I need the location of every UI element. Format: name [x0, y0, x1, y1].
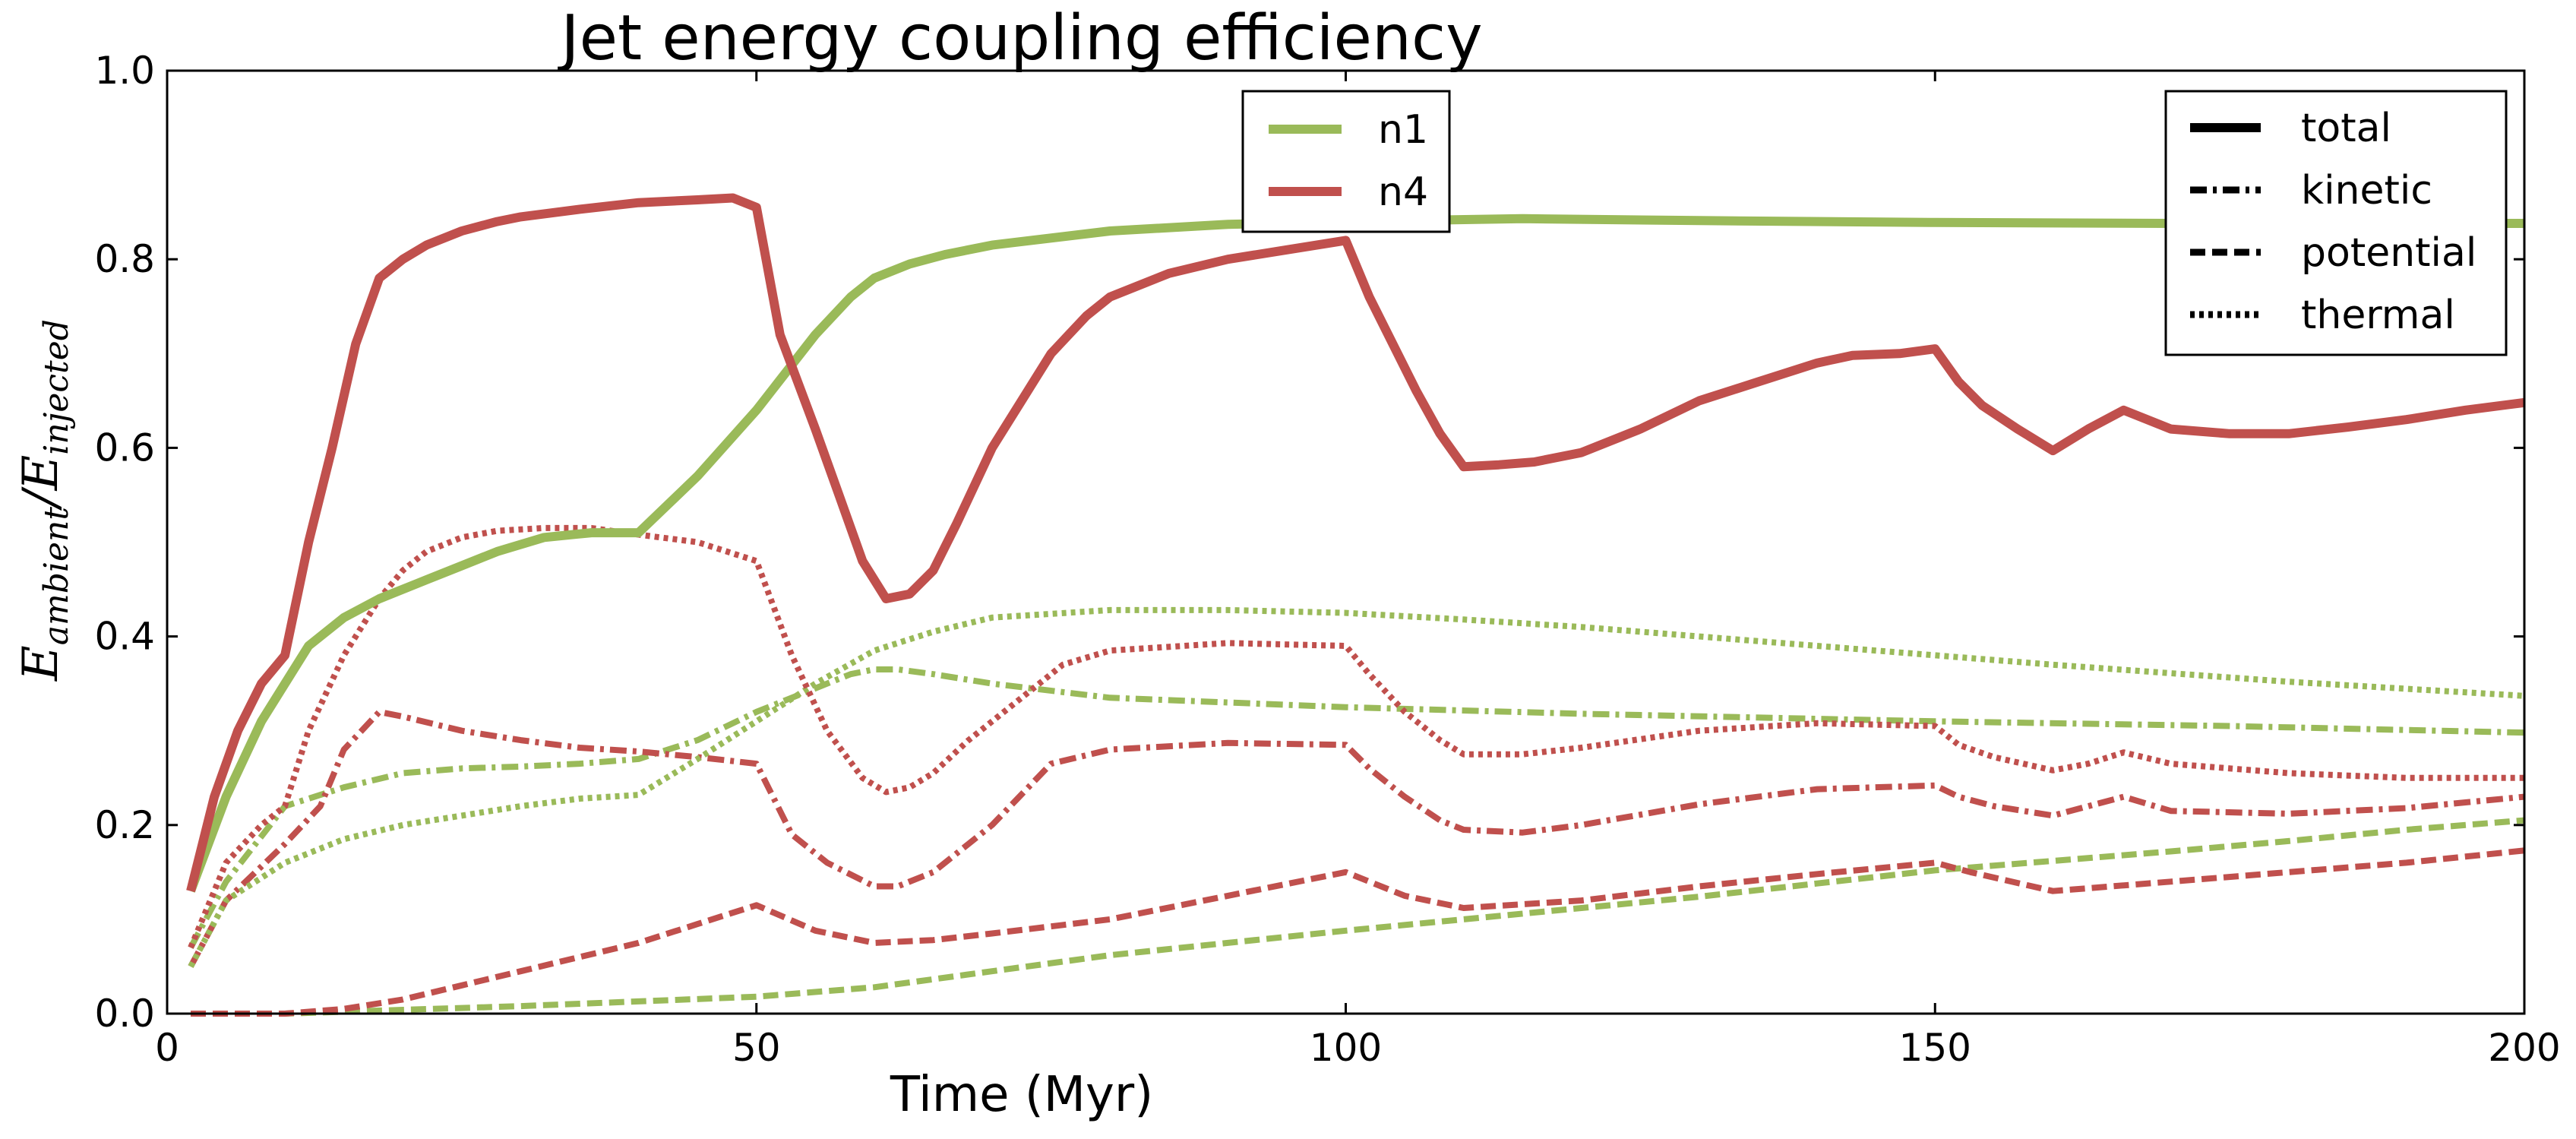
y-axis-label: Eambient/Einjected — [13, 319, 76, 682]
x-tick-label: 0 — [155, 1026, 179, 1070]
series-n1-total — [186, 214, 2524, 893]
legend-label-thermal: thermal — [2301, 293, 2455, 338]
series-layer — [186, 193, 2524, 1017]
x-tick-label: 150 — [1899, 1026, 1971, 1070]
legend-models-box — [1241, 90, 1451, 233]
y-label-base-2: E — [13, 455, 69, 492]
series-n1-potential — [191, 817, 2524, 1017]
series-n4-kinetic — [188, 708, 2524, 968]
legend-label-n1: n1 — [1378, 107, 1428, 153]
y-tick-label: 0.0 — [94, 992, 155, 1036]
y-tick-label: 0.4 — [94, 615, 155, 659]
series-n1-thermal — [188, 606, 2524, 968]
x-axis-label: Time (Myr) — [890, 1067, 1153, 1123]
y-label-sub-ambient: ambient — [37, 507, 76, 646]
legend-label-kinetic: kinetic — [2301, 168, 2432, 214]
y-label-slash: / — [13, 486, 69, 511]
chart-title: Jet energy coupling efficiency — [557, 2, 1482, 74]
legend-label-n4: n4 — [1378, 169, 1428, 215]
legend-label-total: total — [2301, 106, 2391, 151]
series-n4-potential — [191, 847, 2524, 1017]
y-label-base: E — [13, 645, 69, 682]
y-tick-label: 0.8 — [94, 237, 155, 281]
x-tick-label: 200 — [2488, 1026, 2560, 1070]
ticks-layer: 0 50 100 150 200 0.0 0.2 0.4 0.6 0.8 1.0 — [94, 49, 2560, 1070]
legend-components: total kinetic potential thermal — [2164, 90, 2508, 356]
y-tick-label: 1.0 — [94, 49, 155, 93]
y-tick-label: 0.6 — [94, 426, 155, 470]
legend-label-potential: potential — [2301, 230, 2476, 276]
y-tick-label: 0.2 — [94, 803, 155, 847]
series-n4-thermal — [188, 524, 2524, 949]
series-n1-kinetic — [188, 666, 2524, 949]
x-tick-label: 50 — [732, 1026, 781, 1070]
x-tick-label: 100 — [1310, 1026, 1382, 1070]
y-label-sub-injected: injected — [37, 319, 76, 455]
svg-text:Eambient/Einjected: Eambient/Einjected — [13, 319, 76, 682]
legend-components-box — [2164, 90, 2508, 356]
series-n4-total — [186, 193, 2524, 893]
